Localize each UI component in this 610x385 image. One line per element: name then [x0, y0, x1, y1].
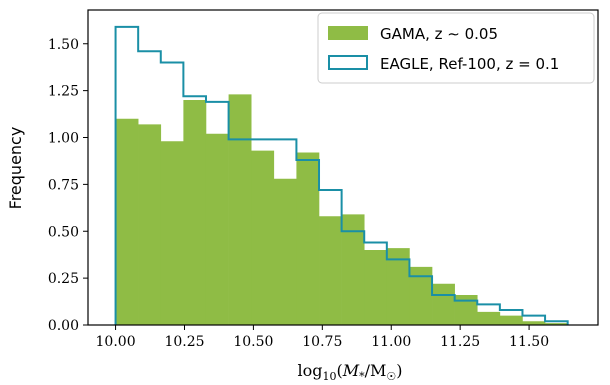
gama-bar: [454, 295, 478, 325]
gama-bar: [364, 250, 388, 325]
gama-bar: [228, 94, 252, 325]
x-tick-label: 10.25: [164, 334, 204, 350]
eagle-step-line: [114, 25, 569, 325]
y-axis-label: Frequency: [6, 127, 25, 210]
gama-bar: [115, 118, 139, 325]
x-tick-label: 11.50: [509, 334, 549, 350]
y-tick-label: 0.75: [48, 177, 79, 193]
gama-bar: [273, 178, 297, 325]
y-tick-label: 1.50: [48, 37, 79, 53]
x-tick-label: 10.00: [96, 334, 136, 350]
legend-swatch-eagle: [328, 55, 368, 70]
x-tick-label: 10.75: [302, 334, 342, 350]
gama-bar: [205, 133, 229, 325]
gama-bar: [522, 321, 546, 325]
gama-bar: [251, 150, 275, 325]
x-tick-label: 11.00: [371, 334, 411, 350]
x-axis-ticks: 10.00 10.25 10.50 10.75 11.00 11.25 11.50: [96, 325, 549, 350]
gama-bar: [386, 248, 410, 325]
gama-bar: [183, 100, 207, 325]
y-tick-label: 0.25: [48, 271, 79, 287]
gama-bar: [432, 283, 455, 325]
legend-label-eagle: EAGLE, Ref-100, z = 0.1: [380, 55, 559, 73]
x-tick-label: 11.25: [440, 334, 480, 350]
legend-swatch-gama: [328, 26, 368, 40]
gama-bar: [138, 124, 162, 325]
y-axis-ticks: 0.00 0.25 0.50 0.75 1.00 1.25 1.50: [48, 37, 88, 334]
plot-frame: [87, 9, 599, 326]
x-axis-label: log10(M*/M☉): [297, 361, 402, 383]
y-tick-label: 1.25: [48, 84, 79, 100]
gama-bar: [160, 141, 184, 325]
y-tick-label: 0.00: [48, 318, 79, 334]
gama-bar: [545, 323, 568, 325]
gama-bars: [115, 94, 568, 325]
legend-box: [317, 12, 595, 84]
gama-bar: [477, 311, 501, 325]
gama-bar: [499, 315, 523, 325]
legend-label-gama: GAMA, z ∼ 0.05: [380, 25, 498, 43]
gama-bar: [341, 214, 365, 325]
y-tick-label: 1.00: [48, 131, 79, 147]
gama-bar: [319, 216, 342, 325]
legend: GAMA, z ∼ 0.05 EAGLE, Ref-100, z = 0.1: [317, 12, 595, 84]
gama-bar: [409, 266, 433, 325]
y-tick-label: 0.50: [48, 224, 79, 240]
x-tick-label: 10.50: [233, 334, 273, 350]
gama-bar: [296, 152, 320, 325]
